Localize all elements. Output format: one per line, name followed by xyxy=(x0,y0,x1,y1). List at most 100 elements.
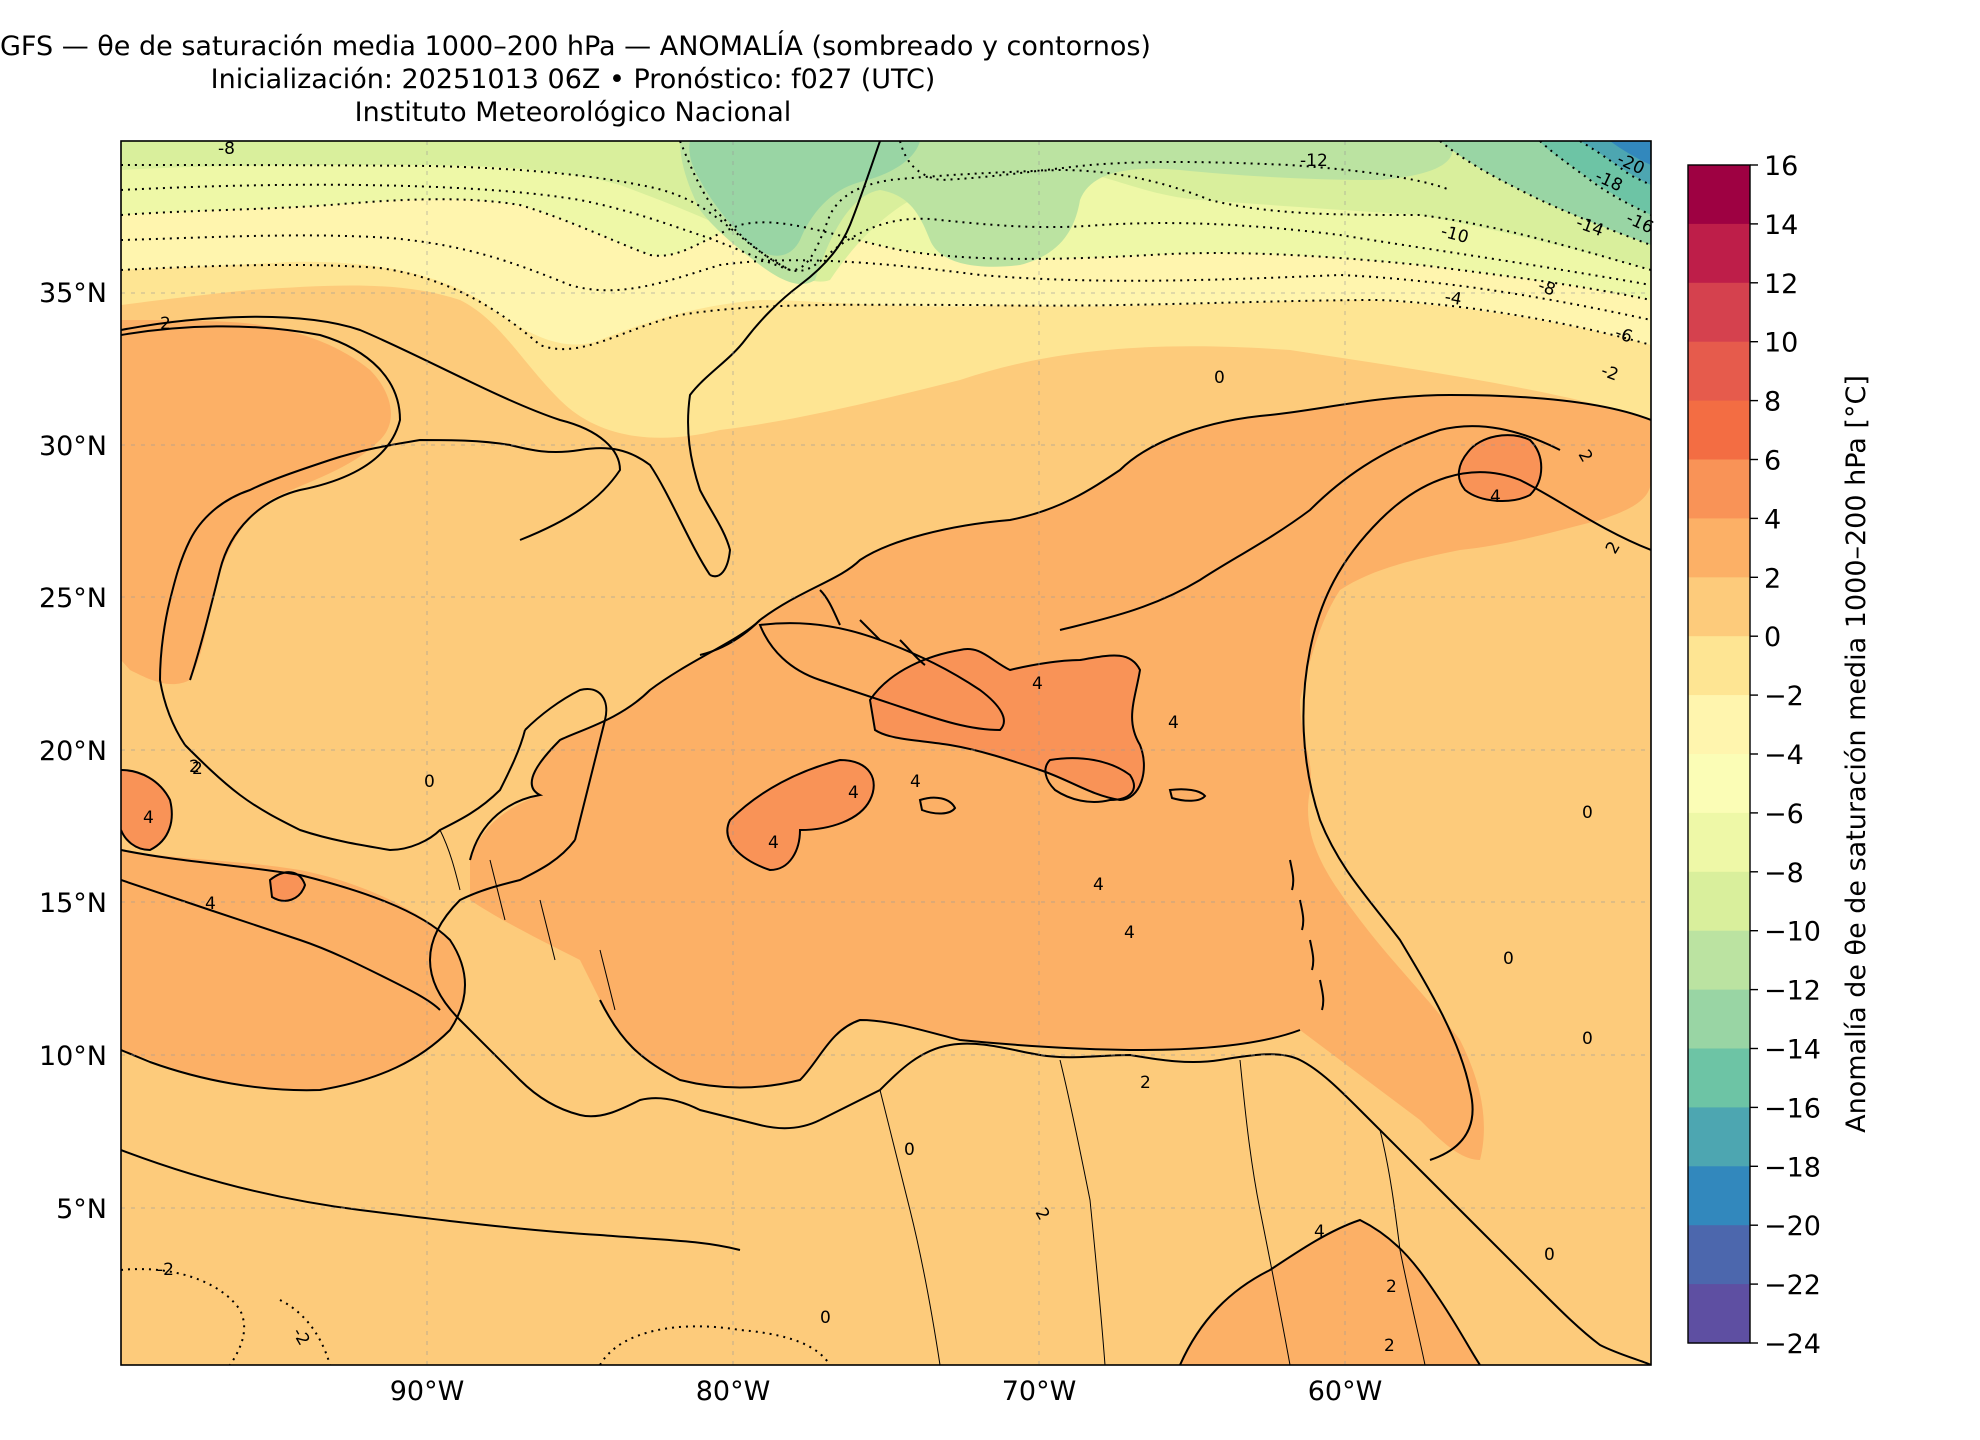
clabel-22: 4 xyxy=(1093,875,1104,895)
contour-2-atlantic-n xyxy=(1059,425,1561,631)
shade-warm-gulf xyxy=(121,320,391,685)
contour-2-south xyxy=(599,999,1301,1089)
lon-label-60: 60°W xyxy=(1308,1376,1383,1407)
clabel-25: 2 xyxy=(189,757,200,777)
colorbar-band xyxy=(1688,989,1750,1050)
shade-cool-ne-4 xyxy=(1610,141,1651,165)
shade-warm-south xyxy=(1180,1220,1480,1365)
shade-hot-jamaica xyxy=(727,760,874,870)
coast-bahamas xyxy=(819,589,926,666)
clabel-21: 4 xyxy=(768,833,779,853)
clabel-34: 2 xyxy=(1384,1336,1395,1356)
contour-2-caribbean xyxy=(469,619,761,861)
colorbar-tick-label: −14 xyxy=(1764,1035,1821,1066)
colorbar-band xyxy=(1688,1107,1750,1167)
clabel-33: 0 xyxy=(820,1308,831,1328)
colorbar-tick-label: 12 xyxy=(1764,269,1798,300)
contour-neg-2-south xyxy=(121,1268,831,1365)
lat-label-35: 35°N xyxy=(39,278,107,309)
colorbar-tick-label: −12 xyxy=(1764,976,1821,1007)
coast-gulf-north xyxy=(158,438,711,746)
title-line-2: Inicialización: 20251013 06Z • Pronóstic… xyxy=(210,64,936,95)
colorbar-band xyxy=(1688,459,1750,519)
lon-axis: 90°W 80°W 70°W 60°W xyxy=(390,1376,1383,1407)
colorbar-band xyxy=(1688,1048,1750,1108)
lat-label-25: 25°N xyxy=(39,583,107,614)
lat-label-20: 20°N xyxy=(39,736,107,767)
colorbar-tick-label: 6 xyxy=(1764,446,1781,477)
colorbar-tick-label: −10 xyxy=(1764,917,1821,948)
contour-0-gulf xyxy=(121,315,622,541)
colorbar-tick-label: −24 xyxy=(1764,1329,1821,1360)
colorbar-tick-label: −8 xyxy=(1764,858,1804,889)
clabel-20: 4 xyxy=(848,783,859,803)
border-south-america xyxy=(879,1059,1426,1365)
clabel-18: 4 xyxy=(1168,713,1179,733)
colorbar-band xyxy=(1688,1284,1750,1344)
colorbar-tick-label: −20 xyxy=(1764,1211,1821,1242)
clabel-12: 0 xyxy=(1214,368,1225,388)
contour-4-west xyxy=(121,769,173,852)
contour-neg-10 xyxy=(121,164,1651,272)
clabel-29: 0 xyxy=(1582,1029,1593,1049)
contour-lines-negative xyxy=(121,141,1651,1365)
country-borders xyxy=(439,829,1426,1365)
clabel-10: -4 xyxy=(1443,287,1463,310)
clabel-16: 4 xyxy=(1490,487,1501,507)
colorbar-band xyxy=(1688,695,1750,755)
colorbar-bands xyxy=(1688,165,1750,1344)
colorbar-band xyxy=(1688,1166,1750,1226)
lat-label-5: 5°N xyxy=(56,1194,107,1225)
graticule xyxy=(121,141,1651,1365)
lon-label-90: 90°W xyxy=(390,1376,465,1407)
colorbar-tick-label: −18 xyxy=(1764,1152,1821,1183)
lat-label-10: 10°N xyxy=(39,1041,107,1072)
contour-neg-16 xyxy=(1539,141,1651,216)
border-central-america xyxy=(439,829,616,1011)
clabel-26: 0 xyxy=(424,772,435,792)
clabel-23: 4 xyxy=(1124,923,1135,943)
title-line-1: GFS — θe de saturación media 1000–200 hP… xyxy=(0,31,1151,62)
coast-cuba xyxy=(758,622,1005,732)
colorbar-band xyxy=(1688,812,1750,873)
colorbar: 16 14 12 10 8 6 4 2 0 −2 −4 −6 −8 −10 −12 −14 −16 −18 −20 −… xyxy=(1687,151,1872,1360)
contour-neg-8 xyxy=(121,183,1651,286)
shade-warm-bermuda xyxy=(1458,435,1542,502)
colorbar-band xyxy=(1688,223,1750,284)
clabel-1: -8 xyxy=(218,139,235,159)
colorbar-label: Anomalía de θe de saturación media 1000–… xyxy=(1841,375,1872,1133)
contour-neg-14 xyxy=(1439,141,1651,246)
lon-label-70: 70°W xyxy=(1002,1376,1077,1407)
lon-label-80: 80°W xyxy=(696,1376,771,1407)
colorbar-tick-label: 8 xyxy=(1764,387,1781,418)
title-line-3: Instituto Meteorológico Nacional xyxy=(354,97,792,128)
lat-label-15: 15°N xyxy=(39,888,107,919)
clabel-40: 2 xyxy=(1386,1277,1397,1297)
clabel-24: 4 xyxy=(143,808,154,828)
colorbar-tick-label: −2 xyxy=(1764,681,1804,712)
colorbar-band xyxy=(1688,282,1750,343)
clabel-19: 4 xyxy=(910,772,921,792)
shade-hot-pacific xyxy=(270,872,305,901)
contour-4-antilles xyxy=(868,648,1145,802)
colorbar-band xyxy=(1688,871,1750,932)
clabel-35: 4 xyxy=(1314,1222,1325,1242)
colorbar-tick-label: 16 xyxy=(1764,151,1798,182)
colorbar-band xyxy=(1688,754,1750,814)
contour-0-north xyxy=(699,393,1651,656)
colorbar-band xyxy=(1688,518,1750,578)
clabel-2: -12 xyxy=(1300,151,1328,171)
colorbar-tick-label: 14 xyxy=(1764,210,1798,241)
clabel-30: 2 xyxy=(1140,1073,1151,1093)
map-frame xyxy=(120,140,1652,1366)
colorbar-tick-label: 2 xyxy=(1764,563,1781,594)
contour-2-gulf xyxy=(121,325,402,681)
colorbar-band xyxy=(1688,341,1750,402)
coast-yucatan xyxy=(524,688,608,841)
colorbar-band xyxy=(1688,165,1750,225)
coast-mexico-east xyxy=(184,729,526,852)
colorbar-band xyxy=(1688,400,1750,461)
clabel-41: 0 xyxy=(1544,1245,1555,1265)
coast-hispaniola xyxy=(1044,757,1135,803)
